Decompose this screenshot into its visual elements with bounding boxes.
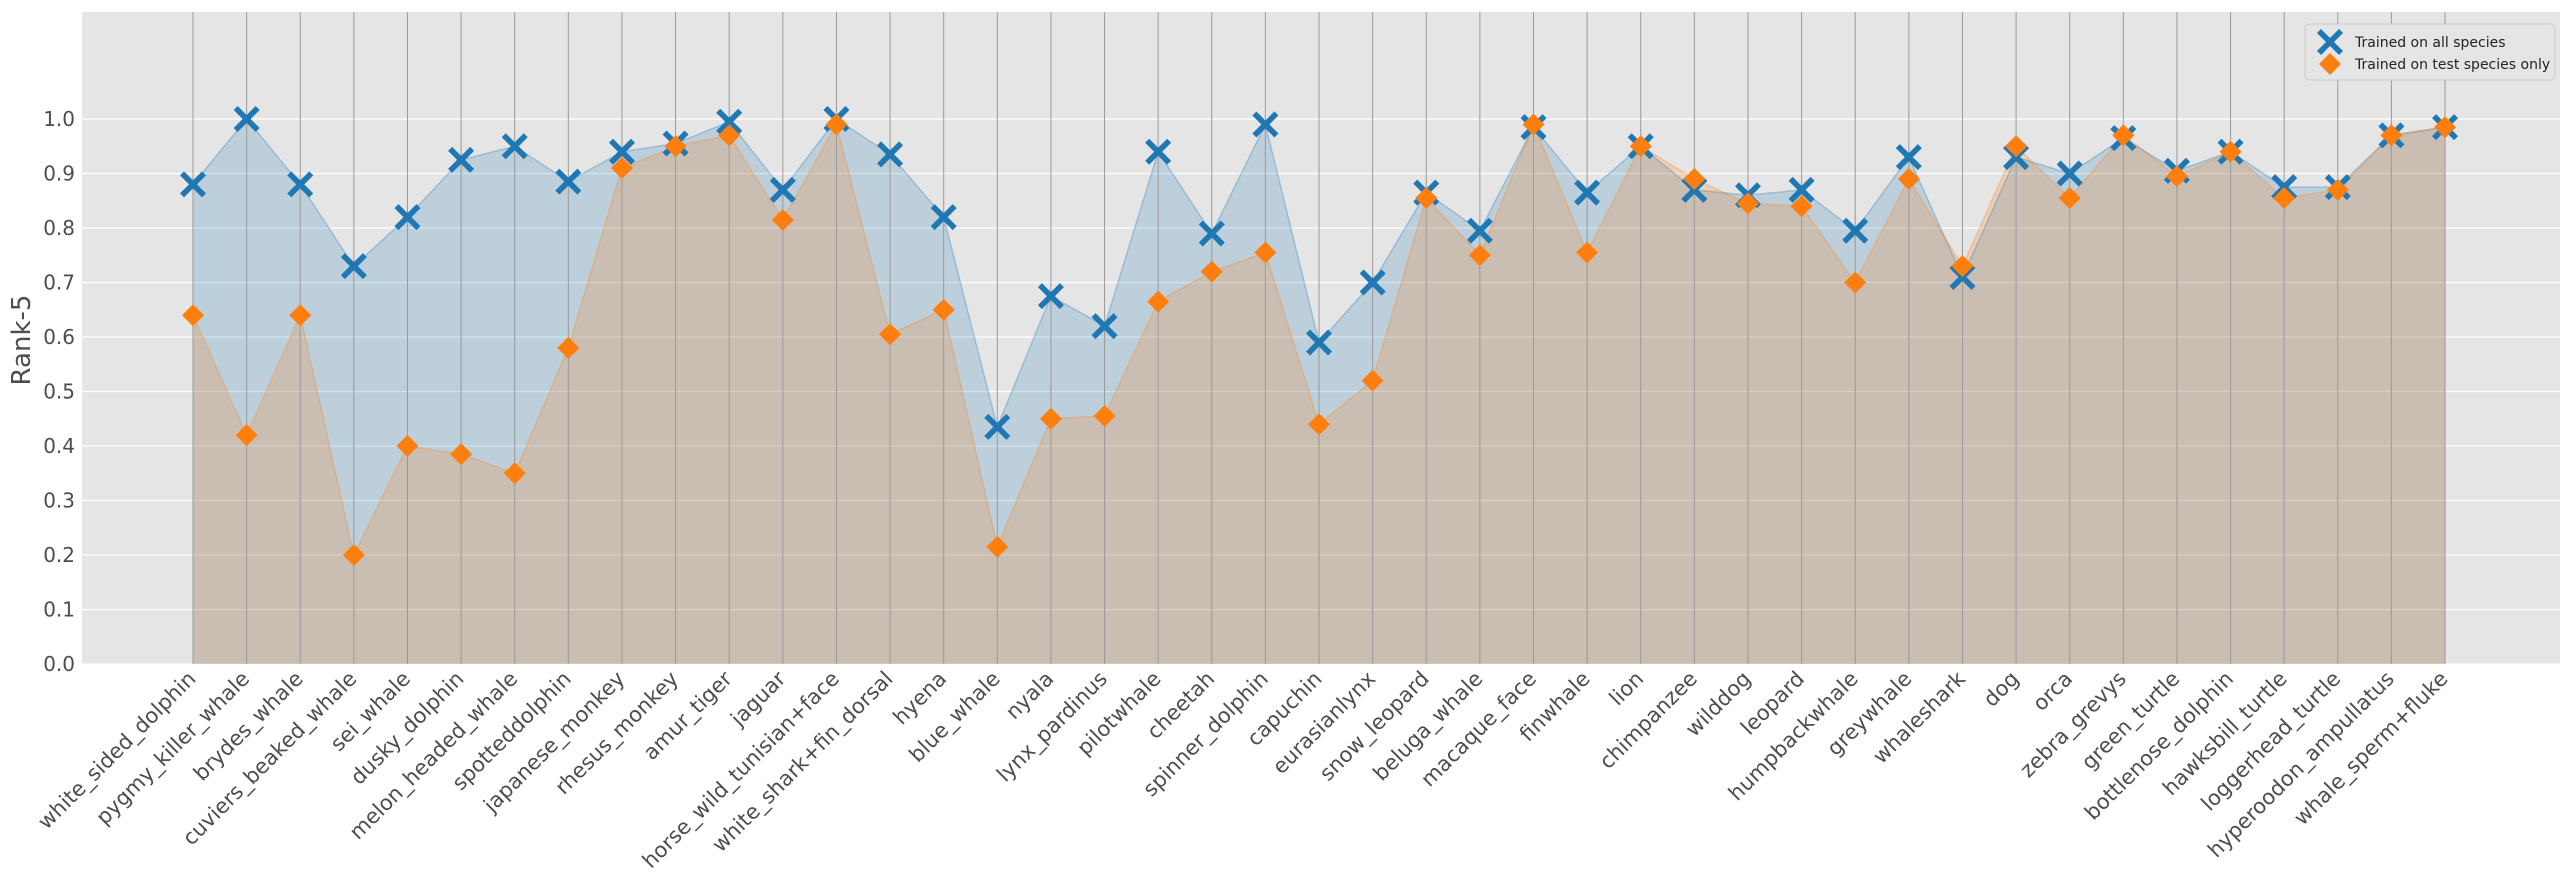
marker-test-species-hawksbill_turtle	[2273, 187, 2296, 210]
marker-all-species-sei_whale	[394, 204, 421, 231]
marker-test-species-jaguar	[771, 208, 794, 231]
marker-all-species-brydes_whale	[287, 171, 314, 198]
marker-test-species-whaleshark	[1951, 255, 1974, 278]
marker-test-species-cuviers_beaked_whale	[342, 544, 365, 566]
marker-all-species-capuchin	[1306, 329, 1333, 356]
marker-all-species-spotteddolphin	[555, 168, 582, 195]
marker-all-species-orca	[2056, 160, 2083, 187]
marker-test-species-bottlenose_dolphin	[2219, 140, 2242, 163]
y-tick-label: 0.7	[43, 271, 75, 295]
marker-test-species-lynx_pardinus	[1093, 405, 1116, 428]
marker-all-species-nyala	[1037, 283, 1064, 310]
marker-test-species-dog	[2005, 135, 2028, 158]
marker-test-species-spinner_dolphin	[1254, 241, 1277, 264]
marker-test-species-blue_whale	[986, 535, 1009, 558]
marker-all-species-cheetah	[1198, 220, 1225, 247]
marker-test-species-cheetah	[1200, 260, 1223, 283]
marker-test-species-brydes_whale	[289, 304, 312, 327]
legend-box	[2304, 23, 2556, 81]
marker-test-species-leopard	[1790, 195, 1813, 218]
marker-all-species-blue_whale	[984, 413, 1011, 440]
marker-all-species-lynx_pardinus	[1091, 313, 1118, 340]
marker-all-species-japanese_monkey	[608, 138, 635, 165]
y-tick-label: 0.6	[43, 325, 75, 349]
marker-all-species-white_shark+fin_dorsal	[877, 141, 904, 168]
marker-all-species-greywhale	[1895, 144, 1922, 171]
marker-test-species-rhesus_monkey	[664, 135, 687, 158]
marker-all-species-eurasianlynx	[1359, 269, 1386, 296]
y-tick-label: 0.8	[43, 216, 75, 240]
marker-test-species-eurasianlynx	[1361, 369, 1384, 392]
y-tick-label: 0.9	[43, 162, 75, 186]
marker-test-species-amur_tiger	[718, 124, 741, 147]
marker-test-species-green_turtle	[2165, 165, 2188, 188]
marker-test-species-lion	[1629, 135, 1652, 158]
y-tick-label: 0.1	[43, 598, 75, 622]
marker-all-species-finwhale	[1574, 179, 1601, 206]
marker-test-species-orca	[2058, 187, 2081, 210]
series-markers	[180, 106, 2459, 566]
grid-lines	[82, 118, 2560, 665]
marker-test-species-white_sided_dolphin	[182, 304, 204, 327]
marker-test-species-beluga_whale	[1468, 244, 1491, 267]
marker-all-species-pygmy_killer_whale	[233, 106, 260, 132]
marker-all-species-pilotwhale	[1145, 138, 1172, 165]
marker-test-species-macaque_face	[1522, 113, 1545, 136]
marker-test-species-pygmy_killer_whale	[235, 424, 258, 447]
marker-test-species-whale_sperm+fluke	[2434, 116, 2457, 139]
marker-all-species-beluga_whale	[1466, 217, 1493, 244]
marker-test-species-sei_whale	[396, 435, 419, 457]
marker-test-species-spotteddolphin	[557, 336, 580, 359]
x-tick-label: dog	[1979, 667, 2024, 712]
x-tick-label: lion	[1605, 667, 1649, 711]
marker-test-species-dusky_dolphin	[450, 443, 473, 466]
marker-test-species-white_shark+fin_dorsal	[879, 323, 902, 346]
marker-test-species-capuchin	[1308, 413, 1331, 436]
y-axis-label: Rank-5	[7, 295, 37, 386]
marker-all-species-cuviers_beaked_whale	[340, 253, 367, 280]
marker-test-species-melon_headed_whale	[503, 462, 526, 485]
marker-test-species-horse_wild_tunisian+face	[825, 113, 848, 136]
marker-test-species-nyala	[1039, 407, 1062, 430]
marker-test-species-greywhale	[1897, 167, 1920, 190]
marker-test-species-japanese_monkey	[610, 157, 633, 180]
marker-test-species-finwhale	[1576, 241, 1599, 264]
legend-marker-test-species	[2319, 53, 2341, 75]
marker-test-species-pilotwhale	[1147, 290, 1170, 313]
marker-all-species-amur_tiger	[716, 108, 743, 135]
marker-test-species-hyena	[932, 298, 955, 321]
marker-test-species-loggerhead_turtle	[2326, 178, 2349, 201]
marker-all-species-white_sided_dolphin	[180, 171, 206, 198]
marker-test-species-chimpanzee	[1683, 167, 1706, 190]
y-tick-label: 1.0	[43, 107, 75, 131]
marker-all-species-melon_headed_whale	[501, 133, 528, 160]
legend-label-test-species: Trained on test species only	[2354, 57, 2550, 73]
legend: Trained on all species Trained on test s…	[2304, 23, 2556, 81]
marker-all-species-leopard	[1788, 176, 1815, 203]
y-tick-label: 0.0	[43, 652, 75, 676]
y-tick-label: 0.3	[43, 489, 75, 513]
marker-test-species-wilddog	[1736, 192, 1759, 215]
marker-test-species-snow_leopard	[1415, 187, 1438, 210]
marker-all-species-humpbackwhale	[1842, 217, 1869, 244]
y-tick-labels: 0.0 0.1 0.2 0.3 0.4 0.5 0.6 0.7 0.8 0.9 1.0	[43, 107, 75, 676]
x-tick-label: orca	[2028, 667, 2077, 716]
y-tick-label: 0.2	[43, 543, 75, 567]
legend-label-all-species: Trained on all species	[2354, 35, 2506, 51]
marker-test-species-humpbackwhale	[1844, 271, 1867, 294]
marker-test-species-zebra_grevys	[2112, 124, 2135, 147]
marker-test-species-hyperoodon_ampullatus	[2380, 124, 2403, 147]
y-tick-label: 0.4	[43, 434, 75, 458]
legend-marker-all-species	[2317, 29, 2343, 55]
marker-all-species-hyena	[930, 204, 957, 231]
marker-all-species-spinner_dolphin	[1252, 111, 1279, 138]
y-tick-label: 0.5	[43, 380, 75, 404]
marker-all-species-jaguar	[769, 176, 796, 203]
x-tick-labels: white_sided_dolphinpygmy_killer_whalebry…	[33, 666, 2453, 874]
series-fill-1	[193, 124, 2446, 664]
marker-all-species-dusky_dolphin	[448, 146, 475, 173]
